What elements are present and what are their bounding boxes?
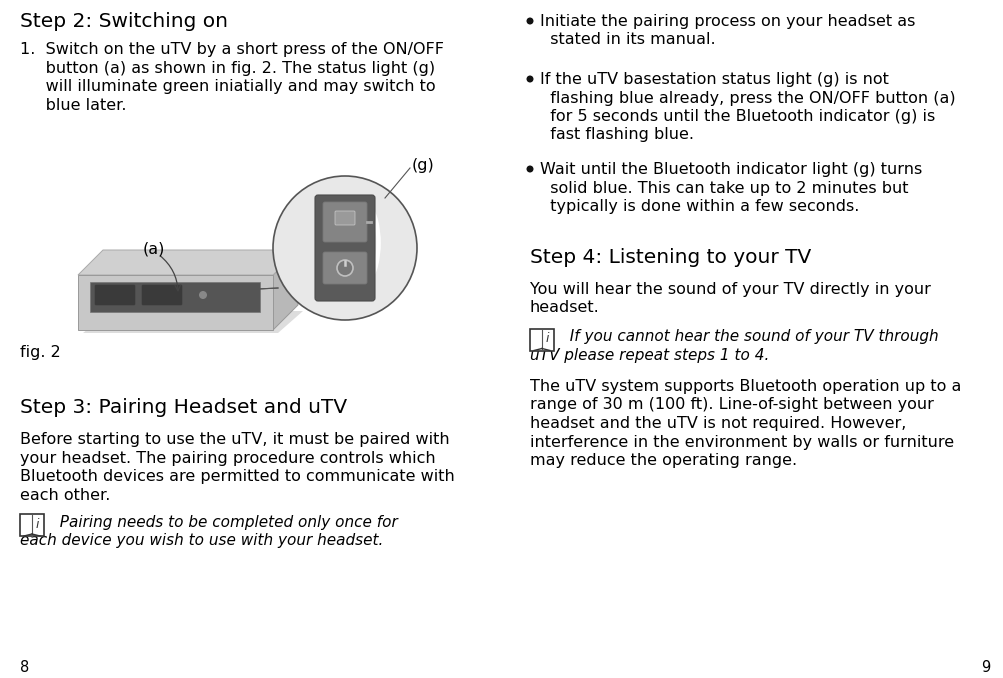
Text: fig. 2: fig. 2 [20,345,61,360]
Text: Wait until the Bluetooth indicator light (g) turns: Wait until the Bluetooth indicator light… [540,162,922,177]
Text: Step 4: Listening to your TV: Step 4: Listening to your TV [530,248,810,267]
Text: 1.  Switch on the uTV by a short press of the ON/OFF: 1. Switch on the uTV by a short press of… [20,42,443,57]
Text: flashing blue already, press the ON/OFF button (a): flashing blue already, press the ON/OFF … [540,90,955,106]
Text: i: i [545,332,549,345]
Text: You will hear the sound of your TV directly in your: You will hear the sound of your TV direc… [530,282,930,297]
Text: Step 3: Pairing Headset and uTV: Step 3: Pairing Headset and uTV [20,398,347,417]
Text: 9: 9 [980,660,989,675]
FancyBboxPatch shape [323,202,367,242]
Text: button (a) as shown in fig. 2. The status light (g): button (a) as shown in fig. 2. The statu… [20,60,434,75]
Circle shape [526,165,533,172]
FancyBboxPatch shape [335,211,355,225]
Text: will illuminate green iniatially and may switch to: will illuminate green iniatially and may… [20,79,435,94]
FancyBboxPatch shape [530,329,554,351]
Text: stated in its manual.: stated in its manual. [540,33,715,47]
FancyBboxPatch shape [20,514,44,536]
Text: i: i [35,517,39,530]
Text: (g): (g) [411,158,434,173]
Text: Before starting to use the uTV, it must be paired with: Before starting to use the uTV, it must … [20,432,449,447]
Text: each other.: each other. [20,487,110,502]
Text: solid blue. This can take up to 2 minutes but: solid blue. This can take up to 2 minute… [540,180,908,195]
Polygon shape [78,250,298,275]
Text: your headset. The pairing procedure controls which: your headset. The pairing procedure cont… [20,450,435,466]
Circle shape [199,291,207,299]
Text: Step 2: Switching on: Step 2: Switching on [20,12,228,31]
Text: headset.: headset. [530,300,599,315]
Circle shape [273,176,416,320]
Text: may reduce the operating range.: may reduce the operating range. [530,453,796,468]
Text: If you cannot hear the sound of your TV through: If you cannot hear the sound of your TV … [560,330,938,344]
Text: fast flashing blue.: fast flashing blue. [540,127,693,142]
Text: Pairing needs to be completed only once for: Pairing needs to be completed only once … [50,515,397,530]
Circle shape [526,75,533,83]
Circle shape [337,260,353,276]
FancyBboxPatch shape [315,195,375,301]
FancyBboxPatch shape [323,252,367,284]
Text: 8: 8 [20,660,29,675]
Text: If the uTV basestation status light (g) is not: If the uTV basestation status light (g) … [540,72,888,87]
Text: uTV please repeat steps 1 to 4.: uTV please repeat steps 1 to 4. [530,348,768,363]
Text: each device you wish to use with your headset.: each device you wish to use with your he… [20,534,383,549]
Polygon shape [83,311,303,333]
Text: blue later.: blue later. [20,98,126,113]
Circle shape [526,18,533,24]
Text: Bluetooth devices are permitted to communicate with: Bluetooth devices are permitted to commu… [20,469,454,484]
FancyBboxPatch shape [141,285,182,305]
Text: headset and the uTV is not required. However,: headset and the uTV is not required. How… [530,416,906,431]
Polygon shape [273,250,298,330]
Text: (a): (a) [142,242,165,257]
Text: typically is done within a few seconds.: typically is done within a few seconds. [540,199,859,214]
Bar [90,282,260,312]
Text: range of 30 m (100 ft). Line-of-sight between your: range of 30 m (100 ft). Line-of-sight be… [530,397,933,412]
Text: interference in the environment by walls or furniture: interference in the environment by walls… [530,435,953,450]
Text: The uTV system supports Bluetooth operation up to a: The uTV system supports Bluetooth operat… [530,379,961,394]
FancyBboxPatch shape [95,285,134,305]
Text: for 5 seconds until the Bluetooth indicator (g) is: for 5 seconds until the Bluetooth indica… [540,109,935,124]
Polygon shape [78,275,273,330]
Text: Initiate the pairing process on your headset as: Initiate the pairing process on your hea… [540,14,915,29]
